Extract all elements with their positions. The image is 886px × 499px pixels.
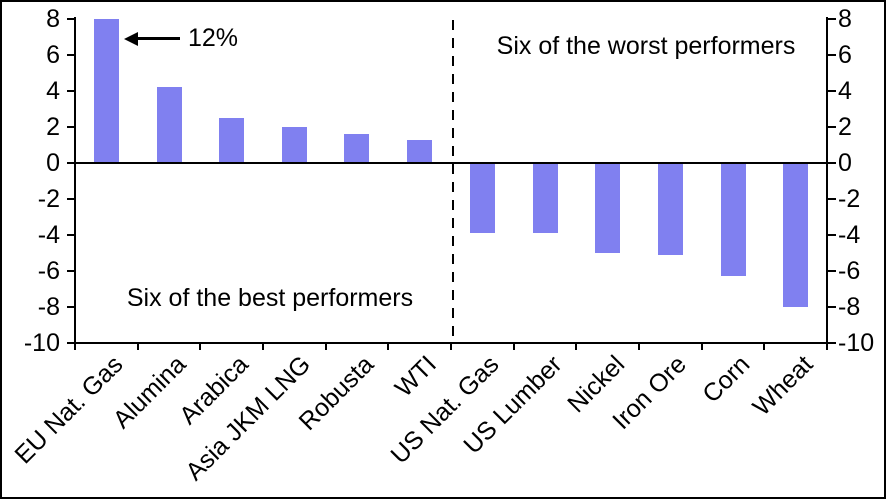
y-tick-right <box>828 234 836 236</box>
bar <box>783 163 808 307</box>
y-tick-label-left: 4 <box>46 77 60 105</box>
x-tick <box>826 343 828 350</box>
bar <box>94 19 119 163</box>
x-tick <box>638 343 640 350</box>
y-tick-label-left: -4 <box>37 221 60 249</box>
bar <box>658 163 683 255</box>
y-tick-label-right: -10 <box>838 329 875 357</box>
y-tick-right <box>828 162 836 164</box>
y-tick-label-left: -8 <box>37 293 60 321</box>
y-tick-right <box>828 126 836 128</box>
y-tick-label-right: -8 <box>838 293 861 321</box>
x-tick <box>763 343 765 350</box>
bar <box>533 163 558 233</box>
y-tick-label-right: 4 <box>838 77 852 105</box>
y-tick-right <box>828 18 836 20</box>
x-tick <box>137 343 139 350</box>
y-tick-label-left: -6 <box>37 257 60 285</box>
y-tick-label-left: 6 <box>46 41 60 69</box>
x-category-label: Corn <box>696 350 756 409</box>
y-tick-label-right: 6 <box>838 41 852 69</box>
y-tick-right <box>828 342 836 344</box>
x-category-label: Wheat <box>747 350 819 422</box>
y-tick-label-right: -6 <box>838 257 861 285</box>
x-category-label: EU Nat. Gas <box>9 350 129 470</box>
y-tick-label-left: 0 <box>46 149 60 177</box>
y-tick-label-right: 2 <box>838 113 852 141</box>
bar <box>282 127 307 163</box>
y-tick-label-right: 0 <box>838 149 852 177</box>
x-tick <box>199 343 201 350</box>
best-performers-label: Six of the best performers <box>126 284 414 312</box>
bar <box>407 140 432 163</box>
bar <box>219 118 244 163</box>
y-tick-left <box>67 306 75 308</box>
y-tick-label-left: 8 <box>46 5 60 33</box>
x-tick <box>325 343 327 350</box>
first-bar-value-label: 12% <box>188 24 239 52</box>
x-tick <box>513 343 515 350</box>
x-tick <box>575 343 577 350</box>
left-axis-line <box>74 17 76 344</box>
separator-dashed-line <box>452 20 454 343</box>
y-tick-right <box>828 90 836 92</box>
x-tick <box>450 343 452 350</box>
x-tick <box>262 343 264 350</box>
y-tick-left <box>67 90 75 92</box>
y-tick-right <box>828 270 836 272</box>
y-tick-label-right: -2 <box>838 185 861 213</box>
y-tick-left <box>67 270 75 272</box>
y-tick-label-left: -2 <box>37 185 60 213</box>
y-tick-right <box>828 198 836 200</box>
y-tick-label-left: 2 <box>46 113 60 141</box>
bar <box>344 134 369 163</box>
y-tick-left <box>67 54 75 56</box>
bar <box>721 163 746 276</box>
y-tick-label-right: -4 <box>838 221 861 249</box>
y-tick-label-left: -10 <box>23 329 60 357</box>
y-tick-left <box>67 342 75 344</box>
y-tick-left <box>67 162 75 164</box>
x-category-label: WTI <box>389 350 443 403</box>
y-tick-right <box>828 306 836 308</box>
bar <box>157 87 182 163</box>
arrow-left-icon <box>124 32 138 46</box>
x-tick <box>387 343 389 350</box>
right-axis-line <box>826 17 828 344</box>
arrow-line <box>137 37 180 40</box>
y-tick-left <box>67 234 75 236</box>
y-tick-left <box>67 18 75 20</box>
bar <box>470 163 495 233</box>
y-tick-right <box>828 54 836 56</box>
worst-performers-label: Six of the worst performers <box>496 32 796 60</box>
y-tick-label-right: 8 <box>838 5 852 33</box>
x-tick <box>701 343 703 350</box>
y-tick-left <box>67 126 75 128</box>
x-tick <box>74 343 76 350</box>
bar <box>595 163 620 253</box>
y-tick-left <box>67 198 75 200</box>
zero-baseline <box>74 162 828 164</box>
